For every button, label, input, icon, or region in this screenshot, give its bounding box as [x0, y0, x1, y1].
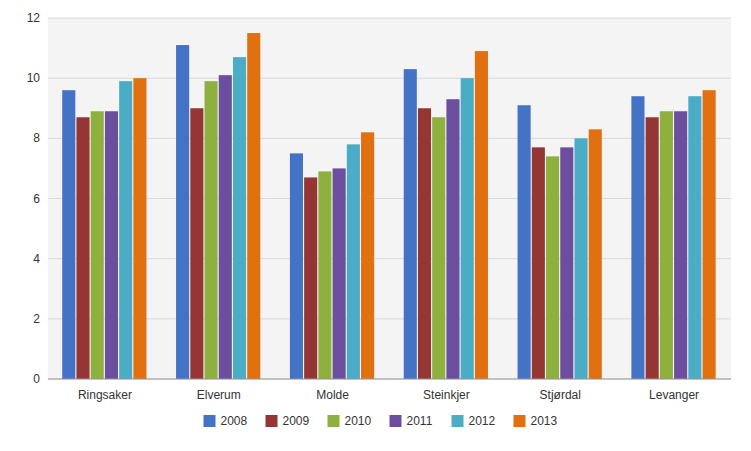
bar	[475, 51, 488, 379]
grid-line	[48, 18, 731, 19]
bar	[532, 147, 545, 379]
y-tick-label: 8	[33, 131, 40, 145]
legend-swatch	[514, 415, 526, 427]
bar	[233, 57, 246, 379]
bar	[91, 111, 104, 379]
x-tick-label: Ringsaker	[78, 388, 132, 402]
y-tick-label: 4	[33, 252, 40, 266]
bar	[304, 177, 317, 379]
bar	[660, 111, 673, 379]
x-tick-label: Steinkjer	[423, 388, 470, 402]
bar	[190, 108, 203, 379]
bar	[674, 111, 687, 379]
legend-swatch	[204, 415, 216, 427]
legend-label: 2008	[221, 414, 248, 428]
grid-line	[48, 198, 731, 199]
x-tick-label: Levanger	[649, 388, 699, 402]
bar	[574, 138, 587, 379]
legend-label: 2012	[469, 414, 496, 428]
bar	[119, 81, 132, 379]
bar	[105, 111, 118, 379]
legend-label: 2010	[345, 414, 372, 428]
bar	[361, 132, 374, 379]
x-axis-line	[48, 379, 731, 380]
x-tick-label: Stjørdal	[540, 388, 581, 402]
legend: 2008 2009 2010 2011 2012 2013	[204, 414, 558, 428]
bar	[290, 153, 303, 379]
y-tick-label: 0	[33, 372, 40, 386]
grid-line	[48, 318, 731, 319]
legend-swatch	[266, 415, 278, 427]
y-tick-label: 10	[27, 71, 41, 85]
y-tick-label: 12	[27, 11, 41, 25]
bar	[333, 168, 346, 379]
bar	[560, 147, 573, 379]
bar	[133, 78, 146, 379]
bar	[589, 129, 602, 379]
bar	[688, 96, 701, 379]
legend-label: 2009	[283, 414, 310, 428]
bar	[205, 81, 218, 379]
chart: 0 2 4 6 8 10 12 Ringsaker Elverum Molde Steinkjer S…	[0, 0, 751, 451]
bar	[62, 90, 75, 379]
bar	[418, 108, 431, 379]
grid-line	[48, 78, 731, 79]
grid	[48, 18, 731, 379]
legend-swatch	[328, 415, 340, 427]
x-tick-label: Elverum	[197, 388, 241, 402]
legend-swatch	[390, 415, 402, 427]
y-tick-label: 2	[33, 312, 40, 326]
grid-line	[48, 138, 731, 139]
bar	[631, 96, 644, 379]
bar	[446, 99, 459, 379]
grid-line	[48, 258, 731, 259]
legend-swatch	[452, 415, 464, 427]
legend-label: 2011	[407, 414, 433, 428]
bar	[432, 117, 445, 379]
bar	[518, 105, 531, 379]
chart-container: 0 2 4 6 8 10 12 Ringsaker Elverum Molde Steinkjer S…	[0, 0, 751, 451]
bar	[76, 117, 89, 379]
bar	[247, 33, 260, 379]
bar	[703, 90, 716, 379]
bar	[546, 156, 559, 379]
x-tick-label: Molde	[316, 388, 349, 402]
bar	[347, 144, 360, 379]
bar	[219, 75, 232, 379]
y-tick-label: 6	[33, 192, 40, 206]
bar	[318, 171, 331, 379]
bar	[404, 69, 417, 379]
bar	[646, 117, 659, 379]
bars	[62, 33, 715, 379]
legend-label: 2013	[531, 414, 558, 428]
bar	[461, 78, 474, 379]
bar	[176, 45, 189, 379]
grid-line	[48, 379, 731, 380]
plot-background	[48, 18, 731, 379]
